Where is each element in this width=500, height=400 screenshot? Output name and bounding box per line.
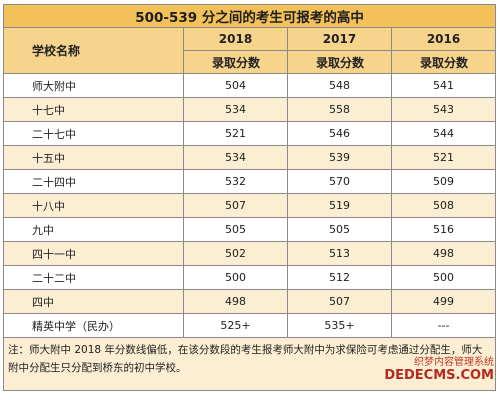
score-2016: 508 xyxy=(390,193,497,218)
score-2016: 544 xyxy=(390,121,497,146)
header-year-row: 学校名称 2018 2017 2016 xyxy=(3,27,497,74)
school-name: 二十四中 xyxy=(3,169,184,194)
title-row: 500-539 分之间的考生可报考的高中 xyxy=(2,4,497,28)
score-2018: 532 xyxy=(183,169,288,194)
table-row: 二十四中 532 570 509 xyxy=(3,169,497,194)
score-2017: 507 xyxy=(287,289,392,314)
score-2016: 541 xyxy=(390,73,497,98)
admission-score-table: 500-539 分之间的考生可报考的高中 学校名称 2018 2017 2016… xyxy=(2,4,497,391)
school-name: 十七中 xyxy=(3,97,184,122)
school-name: 十八中 xyxy=(3,193,184,218)
header-sub-row: 录取分数 录取分数 录取分数 xyxy=(4,50,497,74)
table-row: 二十二中 500 512 500 xyxy=(3,265,497,290)
school-column-header: 学校名称 xyxy=(3,27,184,74)
score-2016: 498 xyxy=(390,241,497,266)
table-row: 十八中 507 519 508 xyxy=(3,193,497,218)
score-2017: 512 xyxy=(287,265,392,290)
table-row: 十七中 534 558 543 xyxy=(3,97,497,122)
score-2017: 558 xyxy=(287,97,392,122)
table-row: 九中 505 505 516 xyxy=(3,217,497,242)
score-2018: 500 xyxy=(183,265,288,290)
score-2018: 521 xyxy=(183,121,288,146)
watermark: 织梦内容管理系统 DEDECMS.COM xyxy=(374,356,494,396)
school-name: 二十二中 xyxy=(3,265,184,290)
school-name: 十五中 xyxy=(3,145,184,170)
watermark-text: 织梦内容管理系统 xyxy=(414,357,494,368)
year-header-2016: 2016 xyxy=(390,27,497,51)
score-2016: 516 xyxy=(390,217,497,242)
score-2016: 500 xyxy=(390,265,497,290)
score-table-container: 500-539 分之间的考生可报考的高中 学校名称 2018 2017 2016… xyxy=(2,4,497,392)
table-row: 师大附中 504 548 541 xyxy=(3,73,497,98)
school-name: 四中 xyxy=(3,289,184,314)
score-2018: 504 xyxy=(183,73,288,98)
score-2018: 534 xyxy=(183,97,288,122)
school-name: 师大附中 xyxy=(3,73,184,98)
table-row: 二十七中 521 546 544 xyxy=(3,121,497,146)
score-2016: 499 xyxy=(390,289,497,314)
score-2017: 546 xyxy=(287,121,392,146)
school-name: 精英中学（民办） xyxy=(3,313,184,338)
score-2016: 543 xyxy=(390,97,497,122)
table-row: 十五中 534 539 521 xyxy=(3,145,497,170)
table-row: 四中 498 507 499 xyxy=(3,289,497,314)
score-2018: 498 xyxy=(183,289,288,314)
score-2017: 513 xyxy=(287,241,392,266)
score-2018: 502 xyxy=(183,241,288,266)
year-header-2018: 2018 xyxy=(183,27,288,51)
score-2016: 521 xyxy=(390,145,497,170)
watermark-site: DEDECMS.COM xyxy=(384,368,494,383)
score-2018: 534 xyxy=(183,145,288,170)
score-2016: --- xyxy=(390,313,497,338)
year-header-2017: 2017 xyxy=(287,27,392,51)
score-2017: 539 xyxy=(287,145,392,170)
score-2017: 548 xyxy=(287,73,392,98)
score-2018: 505 xyxy=(183,217,288,242)
sub-header-2016: 录取分数 xyxy=(390,50,497,74)
table-title: 500-539 分之间的考生可报考的高中 xyxy=(2,4,497,28)
score-2017: 535+ xyxy=(287,313,392,338)
school-name: 二十七中 xyxy=(3,121,184,146)
score-2017: 505 xyxy=(287,217,392,242)
score-2016: 509 xyxy=(390,169,497,194)
score-2018: 507 xyxy=(183,193,288,218)
table-row: 精英中学（民办） 525+ 535+ --- xyxy=(3,313,497,338)
note-row: 注：师大附中 2018 年分数线偏低，在该分数段的考生报考师大附中为求保险可考虑… xyxy=(2,337,497,391)
score-2017: 519 xyxy=(287,193,392,218)
school-name: 四十一中 xyxy=(3,241,184,266)
score-2017: 570 xyxy=(287,169,392,194)
table-row: 四十一中 502 513 498 xyxy=(3,241,497,266)
school-name: 九中 xyxy=(3,217,184,242)
table-note: 注：师大附中 2018 年分数线偏低，在该分数段的考生报考师大附中为求保险可考虑… xyxy=(2,337,497,391)
sub-header-2018: 录取分数 xyxy=(183,50,288,74)
score-2018: 525+ xyxy=(183,313,288,338)
sub-header-2017: 录取分数 xyxy=(287,50,392,74)
